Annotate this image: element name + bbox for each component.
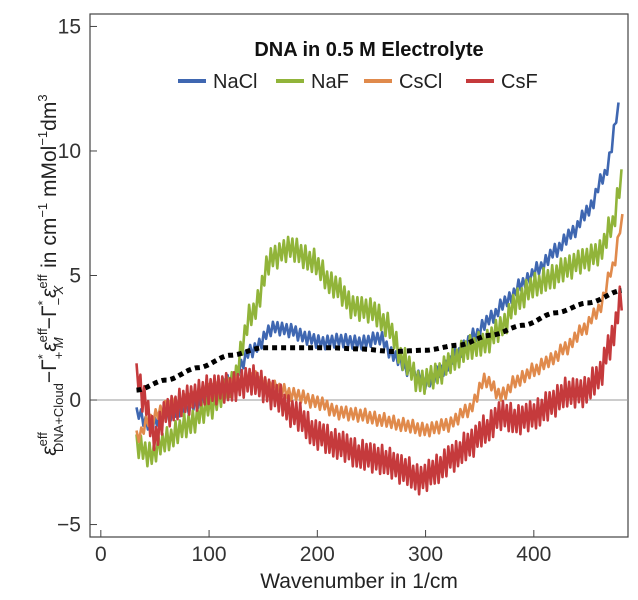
y-label-sub-dna: DNA+Cloud: [51, 383, 66, 452]
y-tick-label: 5: [69, 265, 81, 288]
legend-label-naf: NaF: [311, 71, 349, 93]
y-label-sup-star-2: *: [35, 300, 50, 305]
x-tick-label: 300: [408, 543, 443, 566]
y-label-sup-minus1-a: −1: [35, 203, 50, 218]
y-label-dm: dm: [38, 102, 61, 131]
chart-title: DNA in 0.5 M Electrolyte: [254, 39, 483, 61]
y-label-sup-minus1-b: −1: [35, 131, 50, 146]
y-label-sup-3: 3: [35, 94, 50, 101]
legend: NaCl NaF CsCl CsF: [178, 71, 538, 93]
y-tick-label: 10: [58, 140, 81, 163]
x-tick-label: 200: [300, 543, 335, 566]
y-tick-label: 15: [58, 15, 81, 38]
y-label-sup-star-1: *: [35, 354, 50, 359]
legend-label-cscl: CsCl: [399, 71, 442, 93]
x-tick-label: 100: [192, 543, 227, 566]
y-label-sub-minus: −: [51, 298, 66, 306]
y-axis-ticks: −5 0 5 10 15: [57, 15, 97, 537]
y-label-sub-m: M: [51, 337, 66, 348]
y-label-sup-eff-2: eff: [35, 328, 50, 343]
y-label-sup-eff-3: eff: [35, 274, 50, 289]
y-label-minus-2: −: [38, 317, 61, 329]
y-label-mmol: mMol: [38, 146, 61, 203]
legend-label-csf: CsF: [501, 71, 538, 93]
y-tick-label: 0: [69, 389, 81, 412]
y-label-units: in cm: [38, 218, 61, 274]
legend-label-nacl: NaCl: [213, 71, 257, 93]
series-line-nacl: [135, 102, 620, 432]
series-line-csf: [135, 285, 623, 496]
y-label-gamma-2: Γ: [38, 305, 61, 317]
x-axis-label: Wavenumber in 1/cm: [260, 570, 458, 593]
y-label-gamma-1: Γ: [38, 359, 61, 371]
y-label-minus-1: −: [38, 371, 61, 383]
y-label-epsilon-3: ε: [38, 288, 61, 298]
x-tick-label: 0: [95, 543, 107, 566]
y-label-epsilon-2: ε: [38, 342, 61, 352]
fit-curve-dashed: [136, 288, 622, 393]
y-label-sup-eff-1: eff: [35, 432, 50, 447]
y-label-epsilon: ε: [38, 446, 61, 456]
x-axis-ticks: 0 100 200 300 400: [95, 530, 551, 566]
y-label-sub-plus: +: [51, 352, 66, 360]
y-label-sub-x: X: [51, 284, 66, 295]
y-axis-label: εeffDNA+Cloud−Γ*+εeffM−Γ*−εeffX in cm−1 …: [35, 94, 66, 455]
x-tick-label: 400: [516, 543, 551, 566]
series-layer: [135, 102, 624, 496]
y-tick-label: −5: [57, 514, 81, 537]
